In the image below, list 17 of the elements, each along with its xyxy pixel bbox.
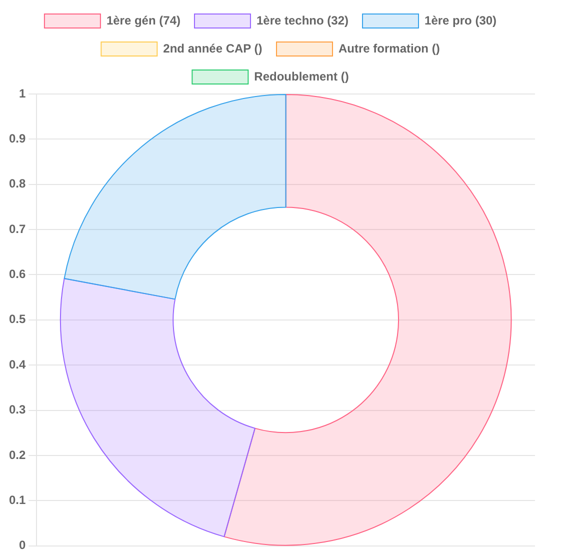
legend-label: 1ère gén (74): [106, 13, 180, 28]
legend-label: Redoublement (): [254, 69, 349, 84]
legend-label: Autre formation (): [338, 41, 440, 56]
text: 0: [18, 538, 26, 552]
text: 0.5: [8, 312, 26, 326]
legend-label: 1ère pro (30): [424, 13, 497, 28]
text: 0.9: [8, 131, 26, 146]
text: 0.4: [8, 357, 26, 372]
text: 0.1: [8, 492, 26, 507]
text: 0.2: [8, 448, 26, 462]
text: 0.8: [8, 176, 26, 191]
text: 0.6: [8, 267, 26, 282]
text: 1: [18, 86, 26, 100]
legend-label: 2nd année CAP (): [163, 41, 262, 56]
text: 0.7: [8, 222, 26, 236]
text: 0.3: [8, 402, 26, 417]
legend-label: 1ère techno (32): [256, 13, 349, 28]
